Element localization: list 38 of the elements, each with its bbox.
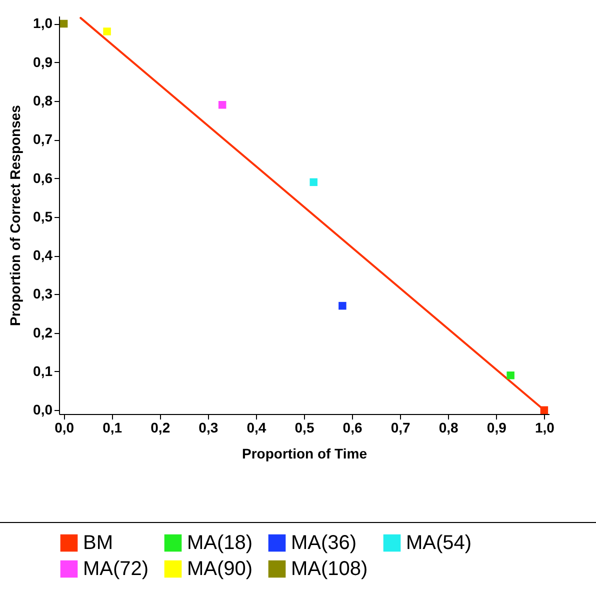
y-axis-title: Proportion of Correct Responses — [7, 104, 24, 326]
y-tick-label: 1,0 — [33, 15, 53, 32]
point — [338, 302, 346, 310]
point — [60, 20, 68, 28]
y-tick-label: 0,1 — [33, 362, 53, 379]
y-tick-label: 0,2 — [33, 324, 53, 340]
x-tick-label: 0,0 — [54, 420, 74, 436]
legend-label: BM — [83, 532, 113, 554]
legend-label: MA(72) — [83, 558, 149, 580]
point — [310, 178, 318, 186]
x-tick-label: 0,8 — [438, 420, 459, 436]
y-tick-label: 0,9 — [33, 54, 53, 70]
x-axis-title: Proportion of Time — [242, 446, 368, 462]
x-tick-label: 0,4 — [246, 420, 266, 436]
x-tick-label: 0,2 — [150, 420, 170, 436]
point — [540, 406, 548, 414]
point — [103, 28, 111, 36]
y-tick-label: 0,6 — [33, 170, 53, 186]
y-tick-label: 0,5 — [33, 208, 53, 224]
x-tick-label: 1,0 — [534, 420, 555, 436]
x-tick-label: 0,3 — [198, 420, 218, 436]
y-tick-label: 0,3 — [33, 286, 53, 302]
x-tick-label: 0,9 — [486, 420, 507, 436]
legend-label: MA(18) — [187, 532, 253, 554]
y-tick-label: 0,0 — [33, 402, 53, 418]
legend-label: MA(108) — [291, 558, 368, 580]
y-tick-label: 0,4 — [33, 247, 53, 264]
legend-label: MA(90) — [187, 558, 253, 580]
point — [506, 371, 514, 380]
x-tick-label: 0,5 — [294, 420, 314, 436]
x-tick-label: 0,6 — [342, 420, 362, 436]
point — [218, 101, 226, 109]
legend-label: MA(36) — [291, 532, 357, 554]
x-tick-label: 0,7 — [390, 420, 411, 436]
y-tick-label: 0,8 — [33, 92, 53, 109]
legend-label: MA(54) — [406, 532, 472, 554]
y-tick-label: 0,7 — [33, 131, 53, 148]
x-tick-label: 0,1 — [102, 420, 122, 436]
